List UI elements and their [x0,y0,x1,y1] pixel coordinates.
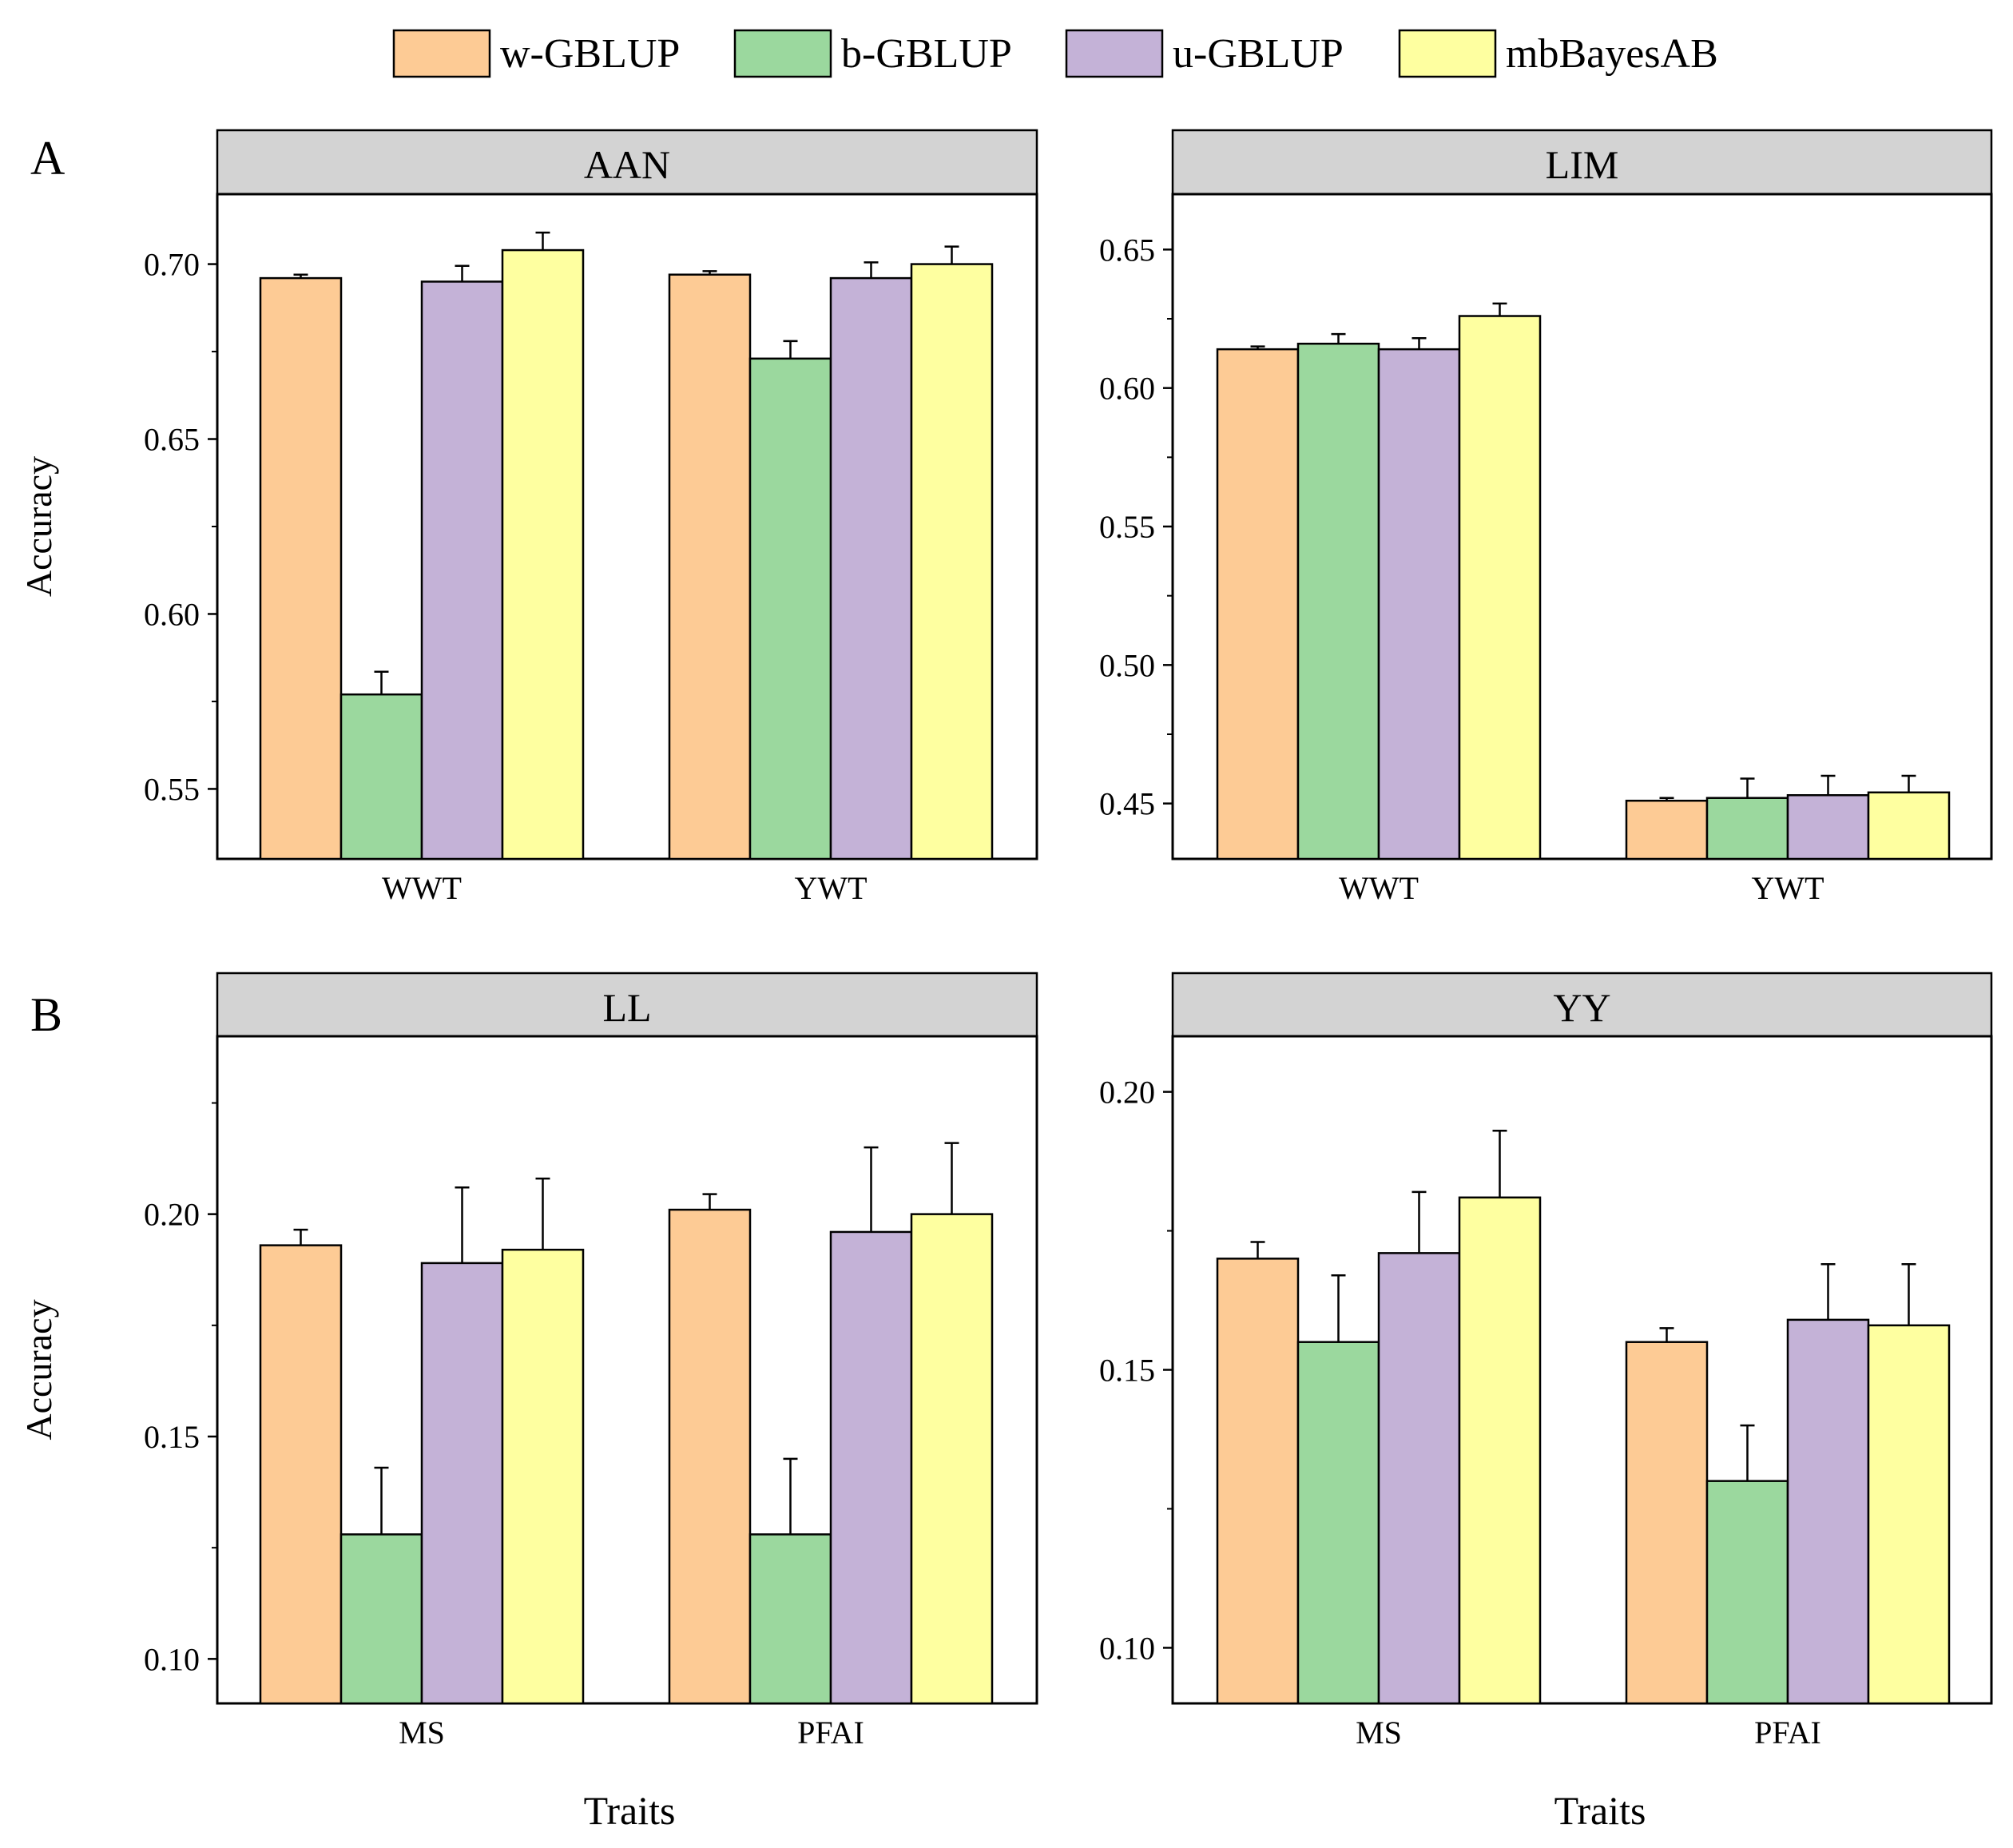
panel-aan-bar-ywt-w-gblup [668,273,752,860]
legend-label-b-gblup: b-GBLUP [841,31,1012,77]
panel-ll-bar-ms-b-gblup [339,1533,423,1705]
panel-lim-bar-wwt-b-gblup [1296,342,1380,860]
panel-yy-bar-pfai-w-gblup [1625,1341,1709,1705]
panel-aan-bar-wwt-u-gblup [420,280,504,860]
panel-aan-bar-ywt-u-gblup [829,276,913,860]
panel-lim-bar-ywt-mbbayesab [1867,791,1951,860]
panel-aan-title: AAN [584,142,670,187]
panel-yy-strip [1171,972,1993,1038]
panel-aan-ytick-label: 0.55 [144,771,200,807]
panel-yy-bar-ms-w-gblup [1216,1258,1300,1705]
panel-aan-ytick-label: 0.60 [144,596,200,632]
panel-aan-category-label-ywt: YWT [794,870,867,906]
panel-lim-title: LIM [1546,142,1619,187]
panel-ll-bar-ms-mbbayesab [501,1248,585,1705]
panel-lim-bar-wwt-mbbayesab [1458,315,1542,860]
legend-swatch-u-gblup [1065,29,1164,78]
panel-ll: LL 0.10 0.15 0.20 Accuracy MS PFAI [18,972,1038,1751]
x-axis-title-right: Traits [1554,1788,1646,1833]
panel-lim-bar-ywt-w-gblup [1625,799,1709,860]
panel-ll-ylabel: Accuracy [18,1299,59,1440]
panel-aan-category-label-wwt: WWT [382,870,462,906]
panel-lim-ytick-label: 0.65 [1099,232,1155,268]
panel-ll-bar-ms-u-gblup [420,1262,504,1705]
panel-aan-bar-wwt-b-gblup [339,693,423,860]
panel-lim-bar-ywt-u-gblup [1786,794,1870,860]
panel-lim-bar-ywt-b-gblup [1705,797,1789,860]
legend-label-u-gblup: u-GBLUP [1173,31,1344,77]
panel-aan-ytick-label: 0.70 [144,247,200,283]
legend-swatch-b-gblup [733,29,832,78]
panel-aan-bar-wwt-w-gblup [259,276,343,860]
panel-lim: LIM 0.45 0.50 0.55 0.60 0.65 WWT YWT [1099,129,1993,906]
panel-lim-ytick-label: 0.55 [1099,509,1155,545]
panel-ll-category-label-ms: MS [399,1715,445,1751]
panel-lim-ytick-label: 0.50 [1099,647,1155,683]
panel-ll-bar-pfai-w-gblup [668,1208,752,1705]
panel-yy-ytick-label: 0.20 [1099,1075,1155,1111]
panel-yy-bar-ms-u-gblup [1377,1252,1461,1705]
panel-yy-bar-pfai-u-gblup [1786,1318,1870,1705]
panel-aan-bar-ywt-mbbayesab [910,263,994,860]
panel-ll-ytick-label: 0.15 [144,1419,200,1455]
panel-aan: AAN 0.55 0.60 0.65 0.70 Accuracy WWT YWT [18,129,1038,906]
panel-yy-ytick-label: 0.15 [1099,1353,1155,1389]
legend-swatch-mbbayesab [1398,29,1497,78]
panel-ll-ytick-label: 0.10 [144,1641,200,1677]
legend-label-w-gblup: w-GBLUP [500,31,680,77]
panel-aan-bar-ywt-b-gblup [748,357,832,860]
panel-yy-bar-pfai-mbbayesab [1867,1324,1951,1705]
panel-lim-category-label-wwt: WWT [1339,870,1419,906]
panel-lim-strip [1171,129,1993,196]
x-axis-title-left: Traits [584,1788,676,1833]
panel-ll-bar-pfai-b-gblup [748,1533,832,1705]
panel-yy-bar-ms-b-gblup [1296,1341,1380,1705]
panel-ll-frame [216,1035,1038,1705]
panel-ll-title: LL [602,985,651,1030]
panel-aan-bar-wwt-mbbayesab [501,248,585,860]
panel-yy-title: YY [1553,985,1610,1030]
panel-aan-ylabel: Accuracy [18,456,59,597]
panel-lim-bar-wwt-w-gblup [1216,348,1300,860]
panel-ll-strip [216,972,1038,1038]
panel-lim-bar-wwt-u-gblup [1377,348,1461,860]
panel-yy: YY 0.10 0.15 0.20 MS PFAI [1099,972,1993,1751]
legend-swatch-w-gblup [392,29,491,78]
panel-letter-b: B [30,988,62,1041]
legend-label-mbbayesab: mbBayesAB [1506,31,1718,77]
panel-lim-category-label-ywt: YWT [1751,870,1824,906]
panel-yy-ytick-label: 0.10 [1099,1630,1155,1666]
charts: AAN 0.55 0.60 0.65 0.70 Accuracy WWT YWT LIM 0.45… [18,129,1993,1751]
panel-lim-ytick-label: 0.45 [1099,786,1155,822]
panel-aan-ytick-label: 0.65 [144,422,200,458]
panel-ll-bar-pfai-mbbayesab [910,1213,994,1705]
panel-ll-category-label-pfai: PFAI [797,1715,864,1751]
panel-letter-a: A [30,132,65,185]
panel-yy-bar-pfai-b-gblup [1705,1480,1789,1705]
panel-ll-ytick-label: 0.20 [144,1197,200,1233]
panel-yy-category-label-ms: MS [1356,1715,1402,1751]
legend: w-GBLUP b-GBLUP u-GBLUP mbBayesAB [392,29,1718,78]
panel-ll-bar-pfai-u-gblup [829,1230,913,1705]
panel-aan-strip [216,129,1038,196]
panel-yy-bar-ms-mbbayesab [1458,1196,1542,1705]
panel-lim-ytick-label: 0.60 [1099,371,1155,407]
panel-ll-bar-ms-w-gblup [259,1244,343,1705]
panel-yy-category-label-pfai: PFAI [1754,1715,1821,1751]
